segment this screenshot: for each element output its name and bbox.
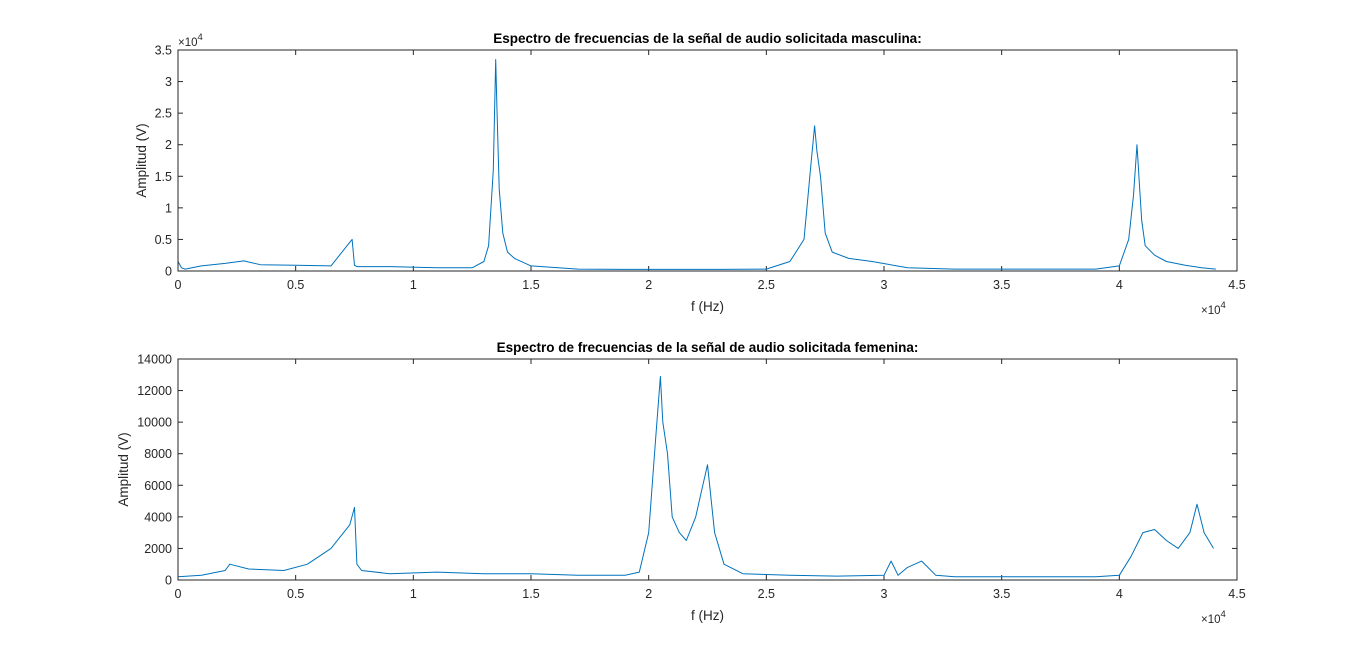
axes-box-female (177, 358, 1238, 581)
x-tick-label: 2.5 (758, 278, 775, 292)
x-tick-label: 4 (1116, 587, 1123, 601)
x-exponent-female: ×104 (1201, 609, 1226, 626)
x-tick-label: 0.5 (287, 587, 304, 601)
x-tick-label: 4.5 (1228, 278, 1245, 292)
y-tick-label: 1 (165, 201, 172, 215)
x-tick-label: 3 (881, 278, 888, 292)
series-line-female (177, 375, 1214, 578)
chart-title-male: Espectro de frecuencias de la señal de a… (493, 31, 921, 46)
x-tick-label: 4.5 (1228, 587, 1245, 601)
x-tick-label: 2 (645, 587, 652, 601)
y-tick-label: 4000 (144, 510, 172, 524)
y-tick-label: 8000 (144, 447, 172, 461)
x-tick-label: 3 (881, 587, 888, 601)
y-tick-label: 2 (165, 138, 172, 152)
x-tick-label: 1 (410, 587, 417, 601)
x-tick-label: 3.5 (993, 587, 1010, 601)
x-tick-label: 0.5 (287, 278, 304, 292)
y-axis-label-male: Amplitud (V) (134, 123, 149, 197)
y-tick-label: 0 (165, 574, 172, 588)
x-tick-label: 1 (410, 278, 417, 292)
y-tick-label: 0.5 (155, 233, 172, 247)
y-tick-label: 0 (165, 265, 172, 279)
y-axis-label-female: Amplitud (V) (116, 432, 131, 506)
x-tick-label: 1.5 (522, 278, 539, 292)
x-tick-label: 1.5 (522, 587, 539, 601)
axes-box-male (177, 49, 1238, 272)
x-tick-label: 2 (645, 278, 652, 292)
x-tick-label: 3.5 (993, 278, 1010, 292)
y-tick-label: 12000 (137, 384, 172, 398)
x-tick-label: 2.5 (758, 587, 775, 601)
x-axis-label-male: f (Hz) (691, 299, 724, 314)
y-exponent-male: ×104 (178, 32, 203, 49)
y-tick-label: 14000 (137, 353, 172, 367)
y-tick-label: 2000 (144, 542, 172, 556)
subplot-male-spectrum: Espectro de frecuencias de la señal de a… (134, 31, 1246, 317)
y-tick-label: 6000 (144, 479, 172, 493)
series-line-male (177, 59, 1216, 270)
y-tick-label: 3 (165, 75, 172, 89)
y-tick-label: 3.5 (155, 44, 172, 58)
y-tick-label: 1.5 (155, 170, 172, 184)
subplot-female-spectrum: Espectro de frecuencias de la señal de a… (116, 340, 1246, 626)
x-axis-label-female: f (Hz) (691, 608, 724, 623)
x-tick-label: 0 (175, 278, 182, 292)
x-tick-label: 0 (175, 587, 182, 601)
chart-title-female: Espectro de frecuencias de la señal de a… (497, 340, 919, 355)
y-tick-label: 2.5 (155, 107, 172, 121)
y-tick-label: 10000 (137, 416, 172, 430)
x-exponent-male: ×104 (1201, 300, 1226, 317)
x-tick-label: 4 (1116, 278, 1123, 292)
